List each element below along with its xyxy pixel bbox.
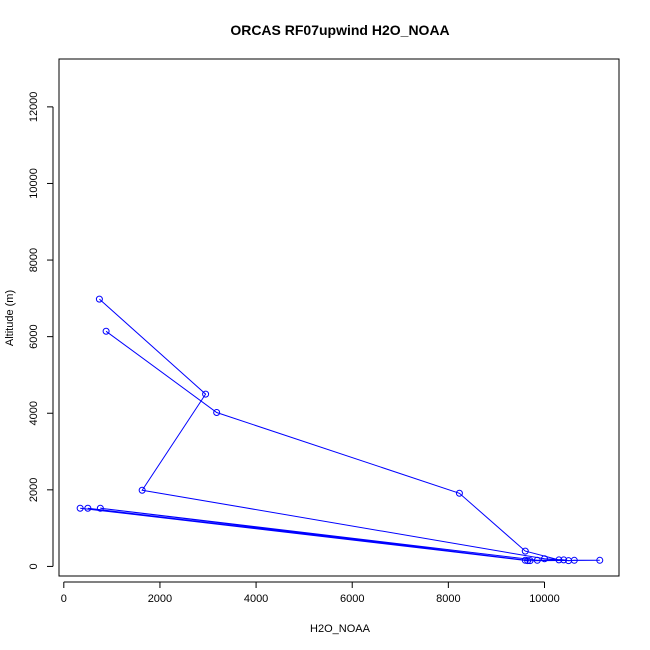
chart-title: ORCAS RF07upwind H2O_NOAA bbox=[230, 22, 449, 38]
data-point bbox=[526, 557, 534, 565]
y-tick-label: 0 bbox=[28, 563, 40, 569]
y-tick-label: 12000 bbox=[28, 92, 40, 123]
y-axis-label: Altitude (m) bbox=[4, 290, 16, 346]
data-point bbox=[138, 486, 146, 494]
y-tick-label: 2000 bbox=[28, 478, 40, 502]
data-point bbox=[524, 557, 532, 565]
data-point bbox=[560, 556, 568, 564]
x-tick-label: 0 bbox=[61, 593, 67, 605]
x-tick-label: 2000 bbox=[148, 593, 172, 605]
data-point bbox=[521, 556, 529, 564]
data-point bbox=[102, 327, 110, 335]
data-point bbox=[76, 504, 84, 512]
data-point bbox=[570, 556, 578, 564]
y-tick-label: 6000 bbox=[28, 324, 40, 348]
data-point bbox=[540, 555, 548, 563]
data-point bbox=[84, 504, 92, 512]
y-tick-label: 10000 bbox=[28, 168, 40, 199]
y-tick-label: 8000 bbox=[28, 248, 40, 272]
series-line bbox=[80, 298, 600, 562]
x-tick-label: 6000 bbox=[340, 593, 364, 605]
data-point bbox=[521, 547, 529, 555]
x-tick-label: 10000 bbox=[529, 593, 560, 605]
data-point bbox=[533, 556, 541, 564]
data-point bbox=[213, 408, 221, 416]
data-point bbox=[202, 390, 210, 398]
plot-frame bbox=[58, 58, 620, 577]
x-axis: 0 2000 4000 6000 8000 10000 bbox=[61, 581, 560, 605]
data-point bbox=[95, 295, 103, 303]
x-tick-label: 8000 bbox=[436, 593, 460, 605]
series-points bbox=[76, 295, 604, 565]
x-tick-label: 4000 bbox=[244, 593, 268, 605]
y-axis: 0 2000 4000 6000 8000 10000 12000 bbox=[28, 92, 54, 569]
x-axis-label: H2O_NOAA bbox=[310, 623, 371, 635]
data-point bbox=[596, 556, 604, 564]
data-point bbox=[455, 489, 463, 497]
data-point bbox=[555, 556, 563, 564]
data-point bbox=[96, 504, 104, 512]
series-polyline bbox=[80, 298, 600, 562]
y-tick-label: 4000 bbox=[28, 401, 40, 425]
